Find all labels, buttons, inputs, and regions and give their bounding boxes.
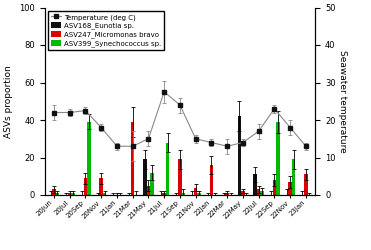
Bar: [143, 160, 147, 195]
Bar: [210, 165, 213, 195]
Bar: [147, 186, 150, 195]
Y-axis label: Seawater temperature: Seawater temperature: [338, 50, 347, 152]
Bar: [182, 193, 185, 195]
Bar: [99, 178, 103, 195]
Bar: [52, 190, 56, 195]
Bar: [197, 193, 201, 195]
Bar: [84, 178, 87, 195]
Legend: Temperature (deg C), ASV168_Eunotia sp., ASV247_Micromonas bravo, ASV399_Synecho: Temperature (deg C), ASV168_Eunotia sp.,…: [48, 11, 164, 50]
Bar: [276, 122, 280, 195]
Bar: [226, 193, 229, 195]
Bar: [257, 190, 260, 195]
Bar: [68, 193, 72, 195]
Bar: [72, 193, 75, 195]
Bar: [162, 193, 166, 195]
Bar: [241, 191, 244, 195]
Bar: [194, 188, 197, 195]
Bar: [253, 174, 257, 195]
Bar: [260, 191, 264, 195]
Bar: [166, 142, 170, 195]
Y-axis label: ASVs proportion: ASVs proportion: [4, 65, 13, 138]
Bar: [56, 193, 59, 195]
Bar: [273, 180, 276, 195]
Bar: [150, 172, 154, 195]
Bar: [238, 116, 241, 195]
Bar: [288, 182, 292, 195]
Bar: [87, 122, 91, 195]
Bar: [292, 160, 295, 195]
Bar: [103, 193, 106, 195]
Bar: [131, 122, 134, 195]
Bar: [304, 174, 308, 195]
Bar: [178, 160, 182, 195]
